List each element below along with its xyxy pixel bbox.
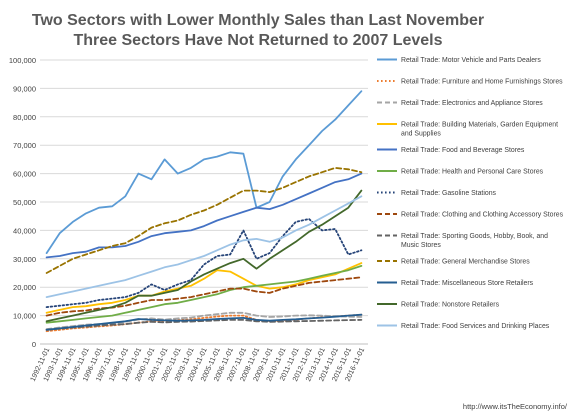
x-axis-tick-labels: 1992-11-011993-11-011994-11-011995-11-01…: [28, 346, 366, 383]
legend-entry: Retail Trade: Nonstore Retailers: [377, 302, 500, 309]
legend-entry: Retail Trade: Miscellaneous Store Retail…: [377, 280, 534, 287]
y-tick-label: 20,000: [13, 283, 36, 292]
y-axis-tick-labels: 0 10,000 20,000 30,000 40,000 50,000 60,000 70,…: [9, 56, 36, 349]
chart-title-line-1: Two Sectors with Lower Monthly Sales tha…: [32, 12, 484, 29]
plot-area: [45, 90, 363, 333]
legend-label: Retail Trade: Health and Personal Care S…: [401, 169, 544, 176]
legend-label: Retail Trade: Gasoline Stations: [401, 190, 497, 197]
y-tick-label: 100,000: [9, 56, 36, 65]
legend-entry: Retail Trade: Clothing and Clothing Acce…: [377, 212, 564, 219]
series-line: [45, 218, 363, 309]
legend-entry: Retail Trade: Building Materials, Garden…: [377, 122, 558, 138]
y-tick-label: 80,000: [13, 113, 36, 122]
legend-entry: Retail Trade: Health and Personal Care S…: [377, 169, 544, 176]
y-tick-label: 10,000: [13, 312, 36, 321]
series-line: [45, 264, 363, 324]
legend-label: Retail Trade: Building Materials, Garden…: [401, 122, 558, 129]
legend-label: Retail Trade: Electronics and Appliance …: [401, 100, 543, 107]
legend-entry: Retail Trade: Sporting Goods, Hobby, Boo…: [377, 233, 548, 249]
series-line: [45, 166, 363, 274]
series-line: [45, 90, 363, 255]
series-line: [45, 318, 363, 331]
legend-label: Retail Trade: Miscellaneous Store Retail…: [401, 280, 534, 287]
y-tick-label: 60,000: [13, 170, 36, 179]
y-tick-label: 30,000: [13, 255, 36, 264]
legend-entry: Retail Trade: Food and Beverage Stores: [377, 147, 525, 154]
legend-entry: Retail Trade: Furniture and Home Furnish…: [377, 79, 563, 86]
series-line: [45, 276, 363, 317]
y-tick-label: 0: [32, 340, 36, 349]
series-line: [45, 195, 363, 299]
legend-entry: Retail Trade: Food Services and Drinking…: [377, 323, 550, 330]
legend-entry: Retail Trade: Gasoline Stations: [377, 190, 497, 197]
source-text: http://www.itsTheEconomy.info/: [463, 402, 568, 411]
legend-label: Retail Trade: Nonstore Retailers: [401, 302, 500, 309]
legend: Retail Trade: Motor Vehicle and Parts De…: [377, 57, 564, 330]
chart-title: Two Sectors with Lower Monthly Sales tha…: [32, 12, 484, 49]
series-line: [45, 313, 363, 331]
legend-label: Music Stores: [401, 242, 441, 249]
legend-label: Retail Trade: Clothing and Clothing Acce…: [401, 212, 564, 219]
y-tick-label: 40,000: [13, 226, 36, 235]
y-tick-label: 70,000: [13, 141, 36, 150]
y-tick-label: 90,000: [13, 84, 36, 93]
legend-label: Retail Trade: Furniture and Home Furnish…: [401, 79, 563, 86]
legend-label: Retail Trade: Sporting Goods, Hobby, Boo…: [401, 233, 548, 240]
y-tick-label: 50,000: [13, 198, 36, 207]
legend-label: and Supplies: [401, 131, 441, 138]
legend-entry: Retail Trade: General Merchandise Stores: [377, 259, 530, 266]
series-line: [45, 262, 363, 314]
legend-entry: Retail Trade: Motor Vehicle and Parts De…: [377, 57, 541, 64]
chart-title-line-2: Three Sectors Have Not Returned to 2007 …: [73, 32, 442, 49]
series-line: [45, 189, 363, 323]
legend-label: Retail Trade: Motor Vehicle and Parts De…: [401, 57, 541, 64]
legend-label: Retail Trade: General Merchandise Stores: [401, 259, 530, 266]
series-line: [45, 172, 363, 259]
legend-entry: Retail Trade: Electronics and Appliance …: [377, 100, 543, 107]
legend-label: Retail Trade: Food Services and Drinking…: [401, 323, 550, 330]
legend-label: Retail Trade: Food and Beverage Stores: [401, 147, 525, 154]
